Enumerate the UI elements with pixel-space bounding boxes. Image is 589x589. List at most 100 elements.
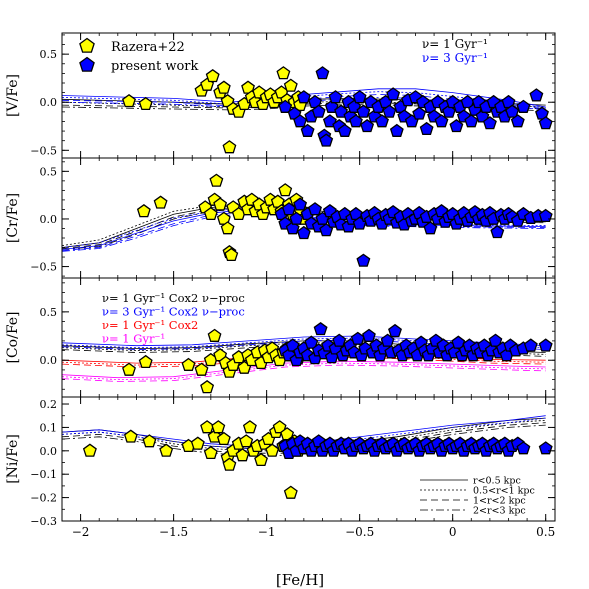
present-point <box>319 133 334 147</box>
present-point <box>293 197 308 211</box>
present-point <box>386 87 401 101</box>
present-point <box>516 99 531 113</box>
y-tick-label: −0.5 <box>30 144 57 157</box>
present-point <box>296 225 311 240</box>
razera-point <box>190 436 205 450</box>
legend-label: ν= 1 Gyr⁻¹ <box>102 332 165 346</box>
axes: −0.5 0.0 0.5 [V/Fe] −0.5 0.0 0.5 [Cr/Fe] 0.0 0.5 [… <box>5 32 556 539</box>
x-tick-label: −1 <box>258 525 276 539</box>
present-point <box>380 333 395 347</box>
razera-point <box>216 431 231 446</box>
x-axis-label: [Fe/H] <box>276 571 324 589</box>
present-point <box>449 118 464 133</box>
y-axis-label: [V/Fe] <box>5 74 21 117</box>
y-tick-label: 0.5 <box>40 306 58 319</box>
present-point <box>293 114 308 128</box>
x-tick-label: −1.5 <box>159 525 188 539</box>
model-curve <box>62 100 546 108</box>
razera-point <box>200 379 215 394</box>
x-tick-label: −2 <box>72 525 90 539</box>
present-point <box>419 121 434 136</box>
y-tick-label: 0.0 <box>40 445 58 458</box>
razera-point <box>194 362 209 376</box>
present-point <box>308 202 322 216</box>
panel-frame <box>61 396 556 522</box>
legend-label: ν= 1 Gyr⁻¹ Cox2 <box>102 318 198 332</box>
y-axis-label: [Ni/Fe] <box>5 434 21 484</box>
present-point <box>538 116 553 130</box>
razera-point <box>220 221 235 235</box>
present-point <box>434 114 449 128</box>
y-tick-label: 0.0 <box>40 213 58 226</box>
model-curve <box>62 354 546 366</box>
razera-point <box>203 445 218 460</box>
present-point <box>349 114 363 128</box>
razera-point <box>216 80 231 94</box>
present-point <box>337 123 352 137</box>
legend-label: ν= 3 Gyr⁻¹ <box>422 51 488 65</box>
present-point <box>313 321 328 336</box>
present-point <box>388 323 402 338</box>
present-point <box>375 114 389 128</box>
razera-point <box>242 420 257 434</box>
present-point <box>529 88 544 102</box>
razera-point <box>254 452 268 467</box>
present-point <box>350 331 365 345</box>
razera-point <box>278 183 293 197</box>
present-point <box>482 116 497 130</box>
present-point <box>488 333 503 347</box>
present-point <box>442 104 456 118</box>
present-point <box>304 335 319 349</box>
y-tick-label: −0.2 <box>30 492 57 505</box>
line-legend-label: 0.5<r<1 kpc <box>473 486 535 497</box>
razera-point <box>283 78 298 92</box>
legend-label: ν= 3 Gyr⁻¹ Cox2 ν−proc <box>102 305 245 319</box>
present-point <box>352 90 367 104</box>
razera-point <box>272 420 287 434</box>
present-point <box>451 335 466 349</box>
razera-point <box>280 427 295 441</box>
present-point <box>296 90 311 104</box>
razera-point <box>138 354 153 369</box>
legend-label: ν= 1 Gyr⁻¹ Cox2 ν−proc <box>102 291 245 305</box>
present-point <box>510 114 525 128</box>
present-point <box>362 328 376 342</box>
present-point <box>282 202 296 216</box>
razera-point <box>138 96 153 111</box>
model-curve <box>62 337 546 349</box>
present-point <box>289 211 304 225</box>
razera-point <box>222 140 237 154</box>
y-tick-label: 0.1 <box>40 421 58 434</box>
razera-point <box>205 68 220 83</box>
y-tick-label: 0.5 <box>40 48 58 61</box>
y-axis-label: [Cr/Fe] <box>5 193 21 243</box>
legend-label: present work <box>111 59 198 74</box>
present-point <box>423 221 438 235</box>
model-curve <box>62 364 546 382</box>
x-tick-label: 0.5 <box>536 525 555 539</box>
legend-marker-razera <box>79 37 95 53</box>
razera-point <box>276 66 291 80</box>
present-point <box>356 104 371 118</box>
y-tick-label: 0.5 <box>40 165 58 178</box>
razera-point <box>222 457 237 471</box>
razera-point <box>142 434 157 448</box>
present-point <box>538 208 553 223</box>
present-point <box>490 224 505 239</box>
present-point <box>505 104 520 118</box>
razera-point <box>181 357 196 371</box>
line-legend-label: r<0.5 kpc <box>473 476 521 487</box>
y-tick-label: −0.3 <box>30 515 57 528</box>
y-tick-label: −0.1 <box>30 468 57 481</box>
y-tick-label: 0.0 <box>40 96 58 109</box>
line-legend-label: 1<r<2 kpc <box>473 496 526 507</box>
x-tick-label: 0 <box>449 525 457 539</box>
model-curve <box>62 91 546 109</box>
razera-point <box>235 448 250 462</box>
razera-point <box>283 485 298 499</box>
present-point <box>538 441 553 455</box>
present-point <box>412 106 427 120</box>
razera-point <box>211 420 226 434</box>
present-point <box>311 104 326 118</box>
